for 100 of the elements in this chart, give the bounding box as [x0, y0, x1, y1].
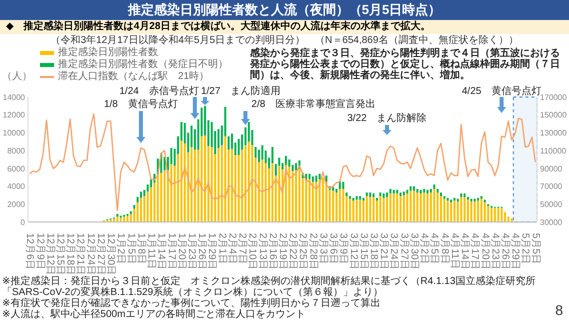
bar	[416, 188, 418, 193]
x-tick-label: 4月23日	[489, 233, 500, 270]
x-tick-label: 2月1日	[216, 233, 228, 264]
x-tick-label: 2月19日	[277, 233, 288, 270]
bar	[230, 148, 233, 222]
bar	[335, 188, 338, 193]
x-tick-label: 4月20日	[479, 233, 490, 270]
x-tick-label: 12月21日	[74, 233, 86, 276]
x-tick-label: 2月4日	[226, 233, 238, 264]
x-tick-label: 3月30日	[408, 233, 420, 270]
bar	[278, 166, 280, 222]
bar	[477, 198, 480, 201]
x-tick-label: 1月14日	[156, 233, 167, 270]
bar	[440, 192, 442, 196]
bar	[164, 170, 166, 222]
bar	[312, 176, 314, 182]
chart-title: 推定感染日別陽性者数と人流（夜間）（5月5日時点）	[128, 2, 442, 17]
bar	[318, 174, 321, 180]
bar	[288, 160, 290, 167]
bar	[180, 140, 182, 222]
bar	[224, 136, 226, 222]
bar	[362, 198, 364, 201]
annotation: 4/25 黄信号点灯	[462, 85, 542, 97]
x-tick-label: 1月5日	[125, 233, 136, 264]
bar	[402, 195, 405, 222]
x-tick-label: 3月3日	[317, 233, 328, 264]
bar	[460, 193, 462, 197]
bar	[342, 182, 344, 189]
bar	[426, 190, 429, 194]
y-axis-title: （人）	[2, 71, 32, 82]
x-tick-label: 12月9日	[34, 233, 46, 270]
x-tick-label: 4月26日	[499, 233, 510, 270]
bar	[348, 198, 351, 222]
x-tick-label: 2月13日	[256, 233, 268, 270]
bar	[352, 198, 354, 201]
bar	[450, 202, 452, 222]
bar	[406, 193, 408, 222]
x-tick-label: 4月11日	[448, 233, 460, 269]
bar	[446, 198, 449, 201]
y-tick-label: 0	[20, 218, 26, 227]
text: 感染から発症まで３日、発症から陽性判明まで４日（第五波における発症から陽性公表までの日数）と仮定し、概ね点線枠囲み期間（７日間）は、今後、新規陽性者の発生に伴い、増加。	[250, 48, 560, 81]
bar	[470, 201, 472, 222]
x-tick-label: 3月21日	[378, 233, 390, 270]
x-tick-label: 1月2日	[115, 233, 126, 264]
bar	[436, 192, 439, 222]
bar	[433, 184, 436, 189]
bar	[210, 147, 213, 222]
bar	[396, 193, 398, 222]
bar	[396, 190, 398, 194]
x-tick-label: 5月2日	[520, 233, 531, 264]
text: ※有症状で発症日が確認できなかった事例について、陽性判明日から７日遡って算出	[2, 298, 380, 309]
bar	[295, 163, 298, 170]
bar	[382, 198, 385, 222]
x-tick-label: 1月20日	[176, 233, 187, 270]
bar	[366, 196, 368, 222]
bar	[133, 205, 136, 209]
bar	[248, 142, 250, 222]
bar	[500, 208, 503, 222]
bar	[160, 172, 162, 222]
bar	[318, 179, 321, 222]
bar	[315, 176, 318, 182]
bar	[194, 150, 196, 222]
x-tick-label: 12月12日	[44, 233, 56, 276]
bar	[466, 200, 469, 222]
bar	[308, 179, 311, 222]
bar	[443, 196, 446, 199]
y-tick-label: 14000	[2, 92, 26, 102]
bar	[460, 197, 462, 222]
bar	[382, 193, 385, 198]
chart-subtitle: ◆ 推定感染日別陽性者数は4月28日までは横ばい。大型連休中の人流は年末の水準まで拡大。	[6, 21, 430, 32]
bar	[420, 190, 422, 194]
bar	[410, 186, 412, 191]
bar	[474, 198, 476, 202]
bar	[480, 196, 482, 199]
x-tick-label: 4月8日	[438, 233, 450, 264]
y2-tick-label: 170000	[540, 92, 568, 102]
annotation: 1/27 まん防適用	[200, 85, 280, 97]
bar	[497, 208, 500, 222]
x-tick-label: 2月7日	[236, 233, 248, 264]
legend-label: 推定感染日別陽性者数	[57, 47, 159, 58]
text: 8	[555, 302, 563, 318]
bar	[228, 136, 230, 150]
x-tick-label: 2月25日	[297, 233, 308, 270]
text: ※人流は、駅中心半径500mエリアの各時間ごと滞在人口をカウント	[2, 309, 306, 320]
text: ※推定感染日：発症日から３日前と仮定 オミクロン株感染例の潜伏期間解析結果に基づく（R4.1.13国立感染症研究所「SARS-CoV-2の変異株B.1.1.529系統（オミクロン株）について（第６報）」より）	[2, 276, 536, 298]
x-tick-label: 1月17日	[166, 233, 177, 270]
bar	[406, 190, 408, 194]
bar	[298, 168, 300, 222]
y2-tick-label: 110000	[540, 146, 567, 156]
bar	[392, 193, 395, 222]
legend-label: 滞在人口指数（なんば駅 21時）	[57, 71, 210, 83]
legend-label: 推定感染日別陽性者数（発症日不明）	[57, 59, 228, 70]
y-tick-label: 12000	[2, 110, 26, 120]
y-tick-label: 6000	[7, 164, 26, 174]
bar	[464, 193, 466, 197]
bar	[413, 190, 416, 222]
bar	[332, 190, 334, 222]
bar	[443, 198, 446, 222]
text: （令和3年12月17日以降令和4年5月5日までの判明日分） （N＝654,869名（調査中、無症状を除く））	[50, 35, 518, 46]
bar	[379, 192, 382, 196]
